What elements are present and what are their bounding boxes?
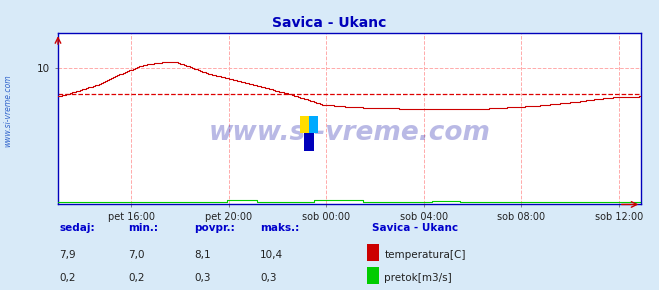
Text: www.si-vreme.com: www.si-vreme.com (3, 74, 13, 146)
Text: pretok[m3/s]: pretok[m3/s] (384, 273, 452, 283)
Text: 8,1: 8,1 (194, 250, 211, 260)
Bar (309, 116, 318, 133)
Text: min.:: min.: (129, 224, 159, 233)
Text: www.si-vreme.com: www.si-vreme.com (209, 119, 490, 146)
Text: maks.:: maks.: (260, 224, 300, 233)
Text: 0,2: 0,2 (129, 273, 145, 283)
Text: Savica - Ukanc: Savica - Ukanc (372, 224, 459, 233)
Text: povpr.:: povpr.: (194, 224, 235, 233)
Bar (304, 133, 314, 151)
Text: 0,2: 0,2 (59, 273, 76, 283)
Text: 7,9: 7,9 (59, 250, 76, 260)
Bar (300, 116, 309, 133)
Text: 7,0: 7,0 (129, 250, 145, 260)
Text: 10,4: 10,4 (260, 250, 283, 260)
Text: 0,3: 0,3 (194, 273, 211, 283)
Text: sedaj:: sedaj: (59, 224, 95, 233)
Text: Savica - Ukanc: Savica - Ukanc (272, 16, 387, 30)
Text: temperatura[C]: temperatura[C] (384, 250, 466, 260)
Text: 0,3: 0,3 (260, 273, 277, 283)
